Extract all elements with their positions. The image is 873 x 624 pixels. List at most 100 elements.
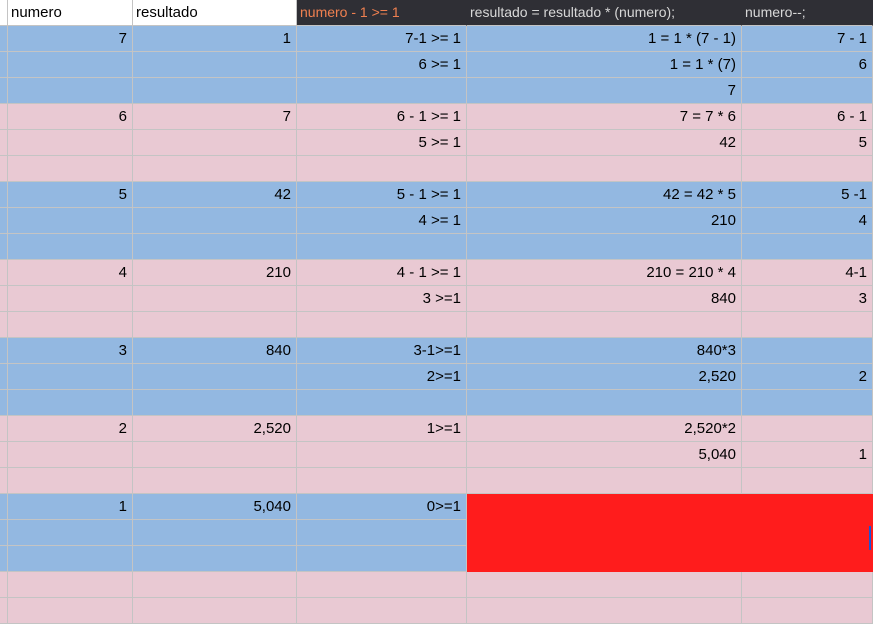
cell-multiplication[interactable]: 210: [467, 208, 742, 234]
cell-multiplication[interactable]: [467, 390, 742, 416]
cell-condition[interactable]: [297, 390, 467, 416]
cell-multiplication[interactable]: 1 = 1 * (7 - 1): [467, 26, 742, 52]
cell-numero[interactable]: [8, 390, 133, 416]
cell-resultado[interactable]: 5,040: [133, 494, 297, 520]
cell-numero[interactable]: [8, 234, 133, 260]
cell-decrement[interactable]: 6 - 1: [742, 104, 873, 130]
cell-resultado[interactable]: [133, 364, 297, 390]
cell-condition[interactable]: 3-1>=1: [297, 338, 467, 364]
cell-multiplication[interactable]: [467, 598, 742, 624]
cell-resultado[interactable]: [133, 390, 297, 416]
cell-decrement[interactable]: [742, 390, 873, 416]
cell-decrement[interactable]: 4: [742, 208, 873, 234]
column-header-multiplication[interactable]: resultado = resultado * (numero);: [467, 0, 742, 26]
cell-decrement[interactable]: 6: [742, 52, 873, 78]
cell-multiplication[interactable]: 42 = 42 * 5: [467, 182, 742, 208]
cell-decrement[interactable]: [742, 156, 873, 182]
cell-decrement[interactable]: 1: [742, 442, 873, 468]
cell-numero[interactable]: [8, 130, 133, 156]
cell-multiplication[interactable]: [467, 572, 742, 598]
cell-resultado[interactable]: [133, 234, 297, 260]
cell-resultado[interactable]: 1: [133, 26, 297, 52]
cell-resultado[interactable]: [133, 130, 297, 156]
cell-multiplication[interactable]: 5,040: [467, 442, 742, 468]
cell-multiplication[interactable]: 2,520: [467, 364, 742, 390]
cell-decrement[interactable]: [742, 598, 873, 624]
cell-resultado[interactable]: [133, 520, 297, 546]
cell-numero[interactable]: [8, 364, 133, 390]
cell-decrement[interactable]: [742, 468, 873, 494]
cell-resultado[interactable]: [133, 156, 297, 182]
cell-decrement[interactable]: [742, 234, 873, 260]
cell-decrement[interactable]: 4-1: [742, 260, 873, 286]
cell-numero[interactable]: [8, 208, 133, 234]
cell-condition[interactable]: [297, 78, 467, 104]
cell-multiplication[interactable]: [467, 546, 742, 572]
cell-numero[interactable]: [8, 520, 133, 546]
cell-numero[interactable]: 4: [8, 260, 133, 286]
cell-multiplication[interactable]: [467, 156, 742, 182]
cell-numero[interactable]: 5: [8, 182, 133, 208]
cell-decrement[interactable]: [742, 520, 873, 546]
cell-multiplication[interactable]: 7: [467, 78, 742, 104]
cell-multiplication[interactable]: 210 = 210 * 4: [467, 260, 742, 286]
cell-decrement[interactable]: [742, 416, 873, 442]
cell-resultado[interactable]: 7: [133, 104, 297, 130]
cell-resultado[interactable]: [133, 286, 297, 312]
cell-condition[interactable]: [297, 468, 467, 494]
cell-multiplication[interactable]: 7 = 7 * 6: [467, 104, 742, 130]
cell-condition[interactable]: [297, 572, 467, 598]
cell-numero[interactable]: 6: [8, 104, 133, 130]
cell-multiplication[interactable]: 42: [467, 130, 742, 156]
cell-decrement[interactable]: [742, 546, 873, 572]
cell-numero[interactable]: 2: [8, 416, 133, 442]
cell-decrement[interactable]: [742, 338, 873, 364]
cell-multiplication[interactable]: [467, 494, 742, 520]
cell-resultado[interactable]: 840: [133, 338, 297, 364]
cell-multiplication[interactable]: [467, 468, 742, 494]
cell-condition[interactable]: [297, 312, 467, 338]
cell-numero[interactable]: [8, 546, 133, 572]
cell-condition[interactable]: 6 - 1 >= 1: [297, 104, 467, 130]
cell-numero[interactable]: [8, 312, 133, 338]
cell-resultado[interactable]: [133, 468, 297, 494]
cell-condition[interactable]: [297, 546, 467, 572]
cell-multiplication[interactable]: 2,520*2: [467, 416, 742, 442]
cell-condition[interactable]: 1>=1: [297, 416, 467, 442]
cell-resultado[interactable]: [133, 598, 297, 624]
cell-decrement[interactable]: 5 -1: [742, 182, 873, 208]
cell-condition[interactable]: [297, 442, 467, 468]
cell-resultado[interactable]: [133, 78, 297, 104]
cell-resultado[interactable]: [133, 442, 297, 468]
cell-decrement[interactable]: [742, 572, 873, 598]
cell-condition[interactable]: 3 >=1: [297, 286, 467, 312]
cell-numero[interactable]: [8, 572, 133, 598]
column-header-resultado[interactable]: resultado: [133, 0, 297, 26]
cell-condition[interactable]: [297, 520, 467, 546]
cell-numero[interactable]: [8, 442, 133, 468]
cell-resultado[interactable]: [133, 312, 297, 338]
cell-multiplication[interactable]: 840: [467, 286, 742, 312]
cell-multiplication[interactable]: [467, 234, 742, 260]
cell-condition[interactable]: 6 >= 1: [297, 52, 467, 78]
cell-resultado[interactable]: [133, 572, 297, 598]
cell-condition[interactable]: [297, 156, 467, 182]
cell-resultado[interactable]: 2,520: [133, 416, 297, 442]
cell-decrement[interactable]: 3: [742, 286, 873, 312]
cell-resultado[interactable]: [133, 52, 297, 78]
cell-condition[interactable]: [297, 234, 467, 260]
cell-condition[interactable]: 0>=1: [297, 494, 467, 520]
cell-multiplication[interactable]: [467, 520, 742, 546]
cell-numero[interactable]: [8, 286, 133, 312]
cell-multiplication[interactable]: 840*3: [467, 338, 742, 364]
cell-numero[interactable]: [8, 78, 133, 104]
column-header-condition[interactable]: numero - 1 >= 1: [297, 0, 467, 26]
cell-multiplication[interactable]: 1 = 1 * (7): [467, 52, 742, 78]
cell-condition[interactable]: [297, 598, 467, 624]
cell-decrement[interactable]: 7 - 1: [742, 26, 873, 52]
cell-resultado[interactable]: 42: [133, 182, 297, 208]
cell-condition[interactable]: 4 - 1 >= 1: [297, 260, 467, 286]
column-header-decrement[interactable]: numero--;: [742, 0, 873, 26]
cell-numero[interactable]: [8, 156, 133, 182]
cell-condition[interactable]: 4 >= 1: [297, 208, 467, 234]
